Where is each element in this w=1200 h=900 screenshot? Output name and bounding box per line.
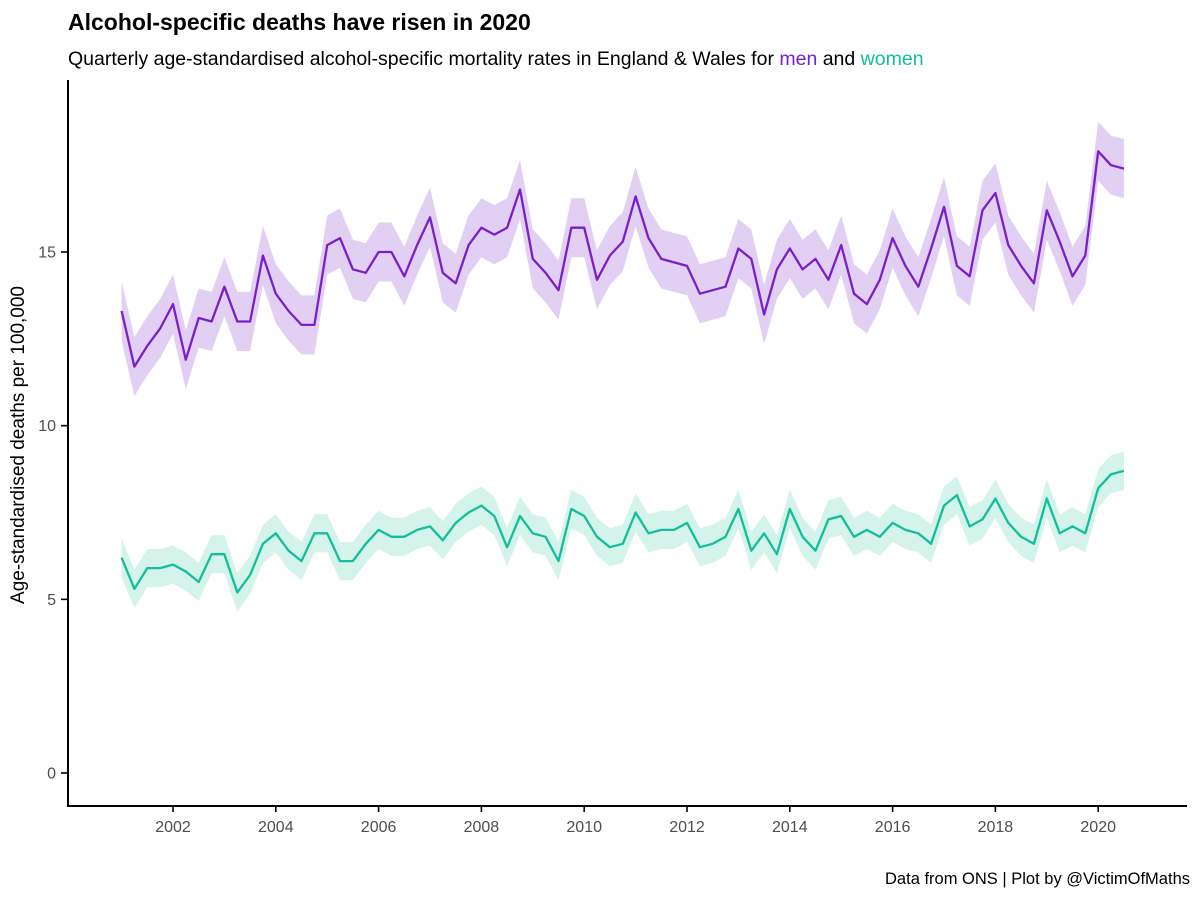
chart-subtitle: Quarterly age-standardised alcohol-speci… bbox=[68, 48, 924, 70]
caption: Data from ONS | Plot by @VictimOfMaths bbox=[885, 870, 1190, 888]
y-axis-label: Age-standardised deaths per 100,000 bbox=[8, 286, 29, 604]
x-tick-label: 2004 bbox=[258, 819, 294, 836]
x-tick-label: 2018 bbox=[978, 819, 1014, 836]
x-tick-label: 2008 bbox=[464, 819, 500, 836]
y-tick-label: 0 bbox=[47, 766, 56, 783]
x-tick-label: 2016 bbox=[875, 819, 911, 836]
subtitle-prefix: Quarterly age-standardised alcohol-speci… bbox=[68, 48, 779, 70]
series-lines bbox=[120, 150, 1125, 594]
women-ribbon bbox=[121, 451, 1124, 612]
x-tick-label: 2014 bbox=[772, 819, 808, 836]
y-tick-label: 15 bbox=[38, 245, 56, 262]
men-line bbox=[120, 150, 1125, 368]
x-tick-label: 2002 bbox=[155, 819, 191, 836]
subtitle-men-highlight: men bbox=[779, 48, 817, 70]
x-tick-label: 2012 bbox=[669, 819, 705, 836]
confidence-ribbons bbox=[121, 121, 1124, 612]
y-tick-label: 10 bbox=[38, 418, 56, 435]
axis-ticks: 2002 2004 2006 2008 2010 2012 2014 2016 2018 2020… bbox=[38, 245, 1116, 836]
y-tick-label: 5 bbox=[47, 592, 56, 609]
men-ribbon bbox=[121, 121, 1124, 397]
x-tick-label: 2010 bbox=[566, 819, 602, 836]
x-tick-label: 2020 bbox=[1080, 819, 1116, 836]
women-line bbox=[120, 469, 1125, 594]
subtitle-women-highlight: women bbox=[860, 48, 924, 70]
subtitle-and: and bbox=[817, 48, 860, 70]
x-tick-label: 2006 bbox=[361, 819, 397, 836]
axes bbox=[67, 80, 1187, 807]
chart-title: Alcohol-specific deaths have risen in 20… bbox=[68, 9, 531, 35]
